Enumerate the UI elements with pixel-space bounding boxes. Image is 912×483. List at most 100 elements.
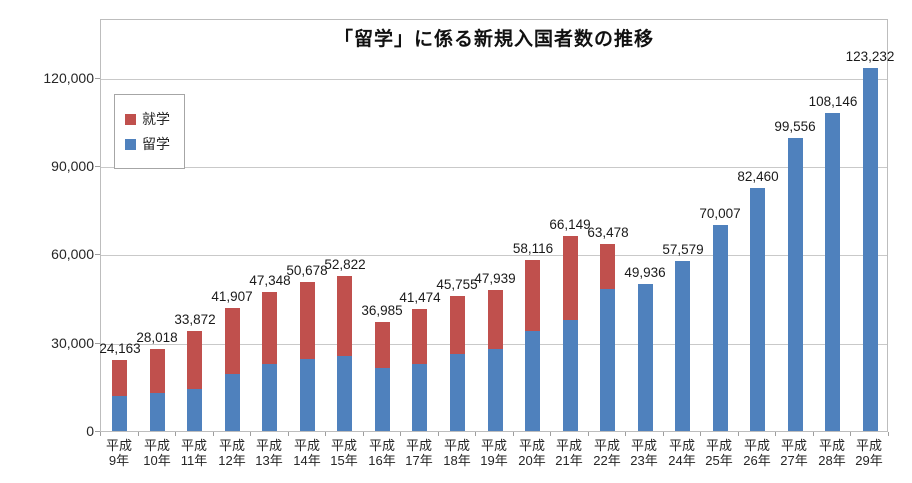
bar-segment-ryugaku <box>225 374 240 431</box>
y-axis-tick-label: 0 <box>86 423 94 439</box>
x-axis-category-label: 平成 9年 <box>100 438 138 468</box>
x-axis-category-label: 平成 26年 <box>738 438 776 468</box>
bar-total-label: 36,985 <box>361 303 403 318</box>
x-label-year: 18年 <box>443 453 471 468</box>
x-label-year: 20年 <box>518 453 546 468</box>
bar-total-label: 41,474 <box>399 290 441 305</box>
bar-segment-shugaku <box>563 236 578 320</box>
bar-segment-shugaku <box>337 276 352 356</box>
x-axis-tick <box>213 432 214 436</box>
bar-total-label: 57,579 <box>662 242 704 257</box>
x-label-year: 26年 <box>743 453 771 468</box>
bar-total-label: 52,822 <box>324 257 366 272</box>
bar-segment-ryugaku <box>675 261 690 431</box>
x-label-year: 9年 <box>108 453 130 468</box>
x-axis-category-label: 平成 20年 <box>513 438 551 468</box>
x-label-year: 24年 <box>668 453 696 468</box>
x-axis-category-label: 平成 10年 <box>138 438 176 468</box>
legend-swatch-shugaku-icon <box>125 113 136 125</box>
x-label-year: 15年 <box>330 453 358 468</box>
x-axis-tick <box>813 432 814 436</box>
gridline <box>101 255 887 257</box>
bar-total-label: 70,007 <box>699 206 741 221</box>
y-axis-tick <box>95 77 100 79</box>
x-label-year: 13年 <box>255 453 283 468</box>
x-label-era: 平成 <box>218 438 245 453</box>
bar-segment-shugaku <box>225 308 240 374</box>
bar-segment-shugaku <box>450 296 465 354</box>
x-label-era: 平成 <box>293 438 320 453</box>
x-label-era: 平成 <box>368 438 395 453</box>
x-label-era: 平成 <box>630 438 657 453</box>
x-label-era: 平成 <box>405 438 432 453</box>
x-axis-tick <box>625 432 626 436</box>
bar-total-label: 28,018 <box>136 330 178 345</box>
bar-total-label: 108,146 <box>808 94 858 109</box>
x-label-era: 平成 <box>143 438 170 453</box>
bar-segment-ryugaku <box>187 389 202 431</box>
x-label-year: 10年 <box>143 453 171 468</box>
chart-title: 「留学」に係る新規入国者数の推移 <box>333 29 654 50</box>
bar-segment-ryugaku <box>450 354 465 431</box>
x-label-era: 平成 <box>480 438 507 453</box>
bar-total-label: 82,460 <box>737 169 779 184</box>
legend-item-shugaku: 就学 <box>125 109 170 129</box>
bar-segment-ryugaku <box>713 225 728 431</box>
x-label-year: 12年 <box>218 453 246 468</box>
x-axis-tick <box>288 432 289 436</box>
y-axis-tick-label: 60,000 <box>51 246 94 263</box>
bar-segment-ryugaku <box>375 368 390 431</box>
bar-total-label: 47,939 <box>474 271 516 286</box>
x-axis-tick <box>475 432 476 436</box>
x-axis-category-label: 平成 12年 <box>213 438 251 468</box>
x-axis-tick <box>363 432 364 436</box>
x-label-era: 平成 <box>105 438 132 453</box>
bar-total-label: 123,232 <box>845 49 895 64</box>
x-axis-tick <box>513 432 514 436</box>
y-axis-tick-label: 120,000 <box>43 69 94 86</box>
bar-segment-shugaku <box>412 309 427 364</box>
x-axis-category-label: 平成 23年 <box>625 438 663 468</box>
x-axis-category-label: 平成 21年 <box>550 438 588 468</box>
x-axis-tick <box>100 432 101 436</box>
bar-segment-ryugaku <box>488 349 503 431</box>
legend-label-shugaku: 就学 <box>142 111 170 127</box>
x-axis-category-label: 平成 27年 <box>775 438 813 468</box>
bar-segment-shugaku <box>300 282 315 359</box>
bar-total-label: 45,755 <box>436 277 478 292</box>
x-axis-category-label: 平成 28年 <box>813 438 851 468</box>
x-axis-category-label: 平成 25年 <box>700 438 738 468</box>
bar-segment-shugaku <box>600 244 615 289</box>
bar-segment-shugaku <box>525 260 540 331</box>
x-label-era: 平成 <box>555 438 582 453</box>
x-axis-tick <box>325 432 326 436</box>
x-axis-category-label: 平成 15年 <box>325 438 363 468</box>
bar-segment-ryugaku <box>150 393 165 431</box>
bar-segment-ryugaku <box>112 396 127 431</box>
x-axis-tick <box>250 432 251 436</box>
x-label-year: 19年 <box>480 453 508 468</box>
x-label-era: 平成 <box>668 438 695 453</box>
gridline <box>101 167 887 169</box>
bar-segment-ryugaku <box>825 113 840 431</box>
y-axis-tick-label: 30,000 <box>51 334 94 351</box>
x-label-era: 平成 <box>818 438 845 453</box>
bar-segment-ryugaku <box>337 356 352 431</box>
x-axis-category-label: 平成 22年 <box>588 438 626 468</box>
bar-total-label: 50,678 <box>286 263 328 278</box>
bar-total-label: 33,872 <box>174 312 216 327</box>
x-axis-category-label: 平成 29年 <box>850 438 888 468</box>
y-axis-tick-label: 90,000 <box>51 158 94 175</box>
x-label-year: 28年 <box>818 453 846 468</box>
legend-swatch-ryugaku-icon <box>125 138 136 150</box>
x-axis-tick <box>888 432 889 436</box>
x-label-era: 平成 <box>180 438 207 453</box>
plot-area: 「留学」に係る新規入国者数の推移 就学 留学 24,163 28,018 33,87… <box>99 19 894 432</box>
y-axis-tick <box>95 254 100 256</box>
x-axis-tick <box>138 432 139 436</box>
x-axis-category-label: 平成 16年 <box>363 438 401 468</box>
legend-label-ryugaku: 留学 <box>142 136 170 152</box>
x-axis-tick <box>775 432 776 436</box>
bar-total-label: 99,556 <box>774 119 816 134</box>
